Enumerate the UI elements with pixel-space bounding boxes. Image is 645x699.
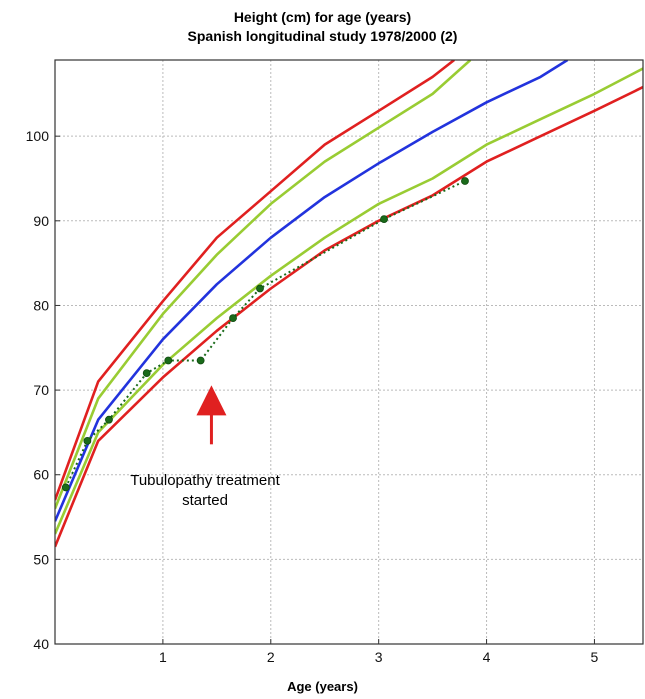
annotation-line-2: started [182, 492, 228, 509]
patient-data-point [256, 284, 264, 293]
patient-data-point [105, 415, 113, 424]
percentile-curve-2 [55, 67, 643, 535]
y-tick-label: 80 [33, 297, 49, 313]
percentile-curve-4 [55, 60, 472, 510]
plot-frame [54, 59, 644, 645]
x-tick-label: 5 [591, 649, 599, 665]
y-tick-label: 60 [33, 467, 49, 483]
y-tick-label: 100 [26, 128, 50, 144]
y-tick-label: 50 [33, 551, 49, 567]
y-tick-label: 70 [33, 382, 49, 398]
patient-data-point [61, 483, 70, 492]
patient-data-point [142, 369, 151, 378]
x-tick-label: 3 [375, 649, 383, 665]
patient-data-point [164, 356, 173, 365]
annotation-text: Tubulopathy treatment started [95, 471, 315, 511]
chart-title: Height (cm) for age (years) [233, 9, 412, 25]
patient-data-point [196, 356, 205, 365]
patient-data-point [380, 215, 388, 224]
x-tick-label: 4 [483, 649, 491, 665]
patient-data-point [83, 436, 92, 445]
percentile-curve-3 [55, 60, 569, 522]
x-axis-label: Age (years) [287, 679, 358, 694]
x-tick-label: 1 [159, 649, 167, 665]
chart-subtitle: Spanish longitudinal study 1978/2000 (2) [187, 28, 458, 44]
percentile-curve-1 [55, 85, 643, 548]
patient-data-point [229, 314, 237, 323]
percentile-curve-5 [55, 60, 456, 501]
x-tick-label: 2 [267, 649, 275, 665]
patient-series-line [64, 180, 466, 488]
annotation-line-1: Tubulopathy treatment [130, 472, 280, 489]
patient-data-point [461, 177, 469, 185]
y-tick-label: 90 [33, 213, 49, 229]
y-tick-label: 40 [33, 636, 49, 652]
